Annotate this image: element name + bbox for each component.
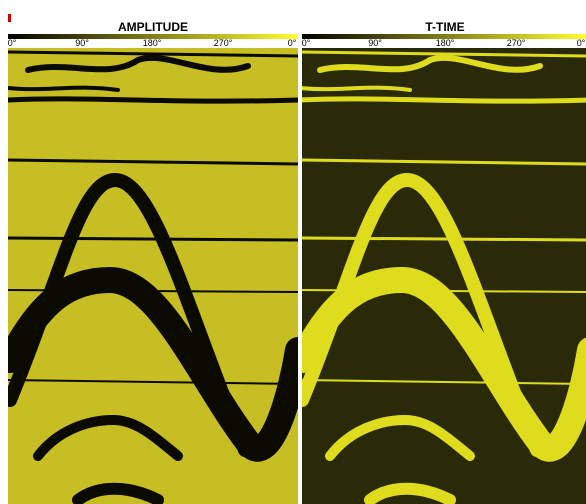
panel-title: AMPLITUDE — [118, 20, 188, 34]
tick-labels: 0° 90° 180° 270° 0° — [302, 38, 586, 48]
t-time-image — [300, 48, 586, 504]
tick-label: 180° — [436, 38, 455, 48]
page: {"panels": [ {"title": "AMPLITUDE", "tic… — [0, 0, 586, 504]
tick-label: 0° — [288, 38, 297, 48]
tick-label: 180° — [143, 38, 162, 48]
tick-labels: 0° 90° 180° 270° 0° — [8, 38, 297, 48]
panel-title: T-TIME — [425, 20, 464, 34]
tick-label: 270° — [507, 38, 526, 48]
tick-label: 270° — [214, 38, 233, 48]
log-view: AMPLITUDE 0° 90° 180° 270° 0° T-TIME 0° … — [0, 0, 586, 504]
marker — [8, 14, 11, 22]
tick-label: 0° — [577, 38, 586, 48]
tick-label: 90° — [75, 38, 89, 48]
tick-label: 90° — [368, 38, 382, 48]
tick-label: 0° — [8, 38, 17, 48]
tick-label: 0° — [302, 38, 311, 48]
amplitude-image — [8, 48, 298, 504]
